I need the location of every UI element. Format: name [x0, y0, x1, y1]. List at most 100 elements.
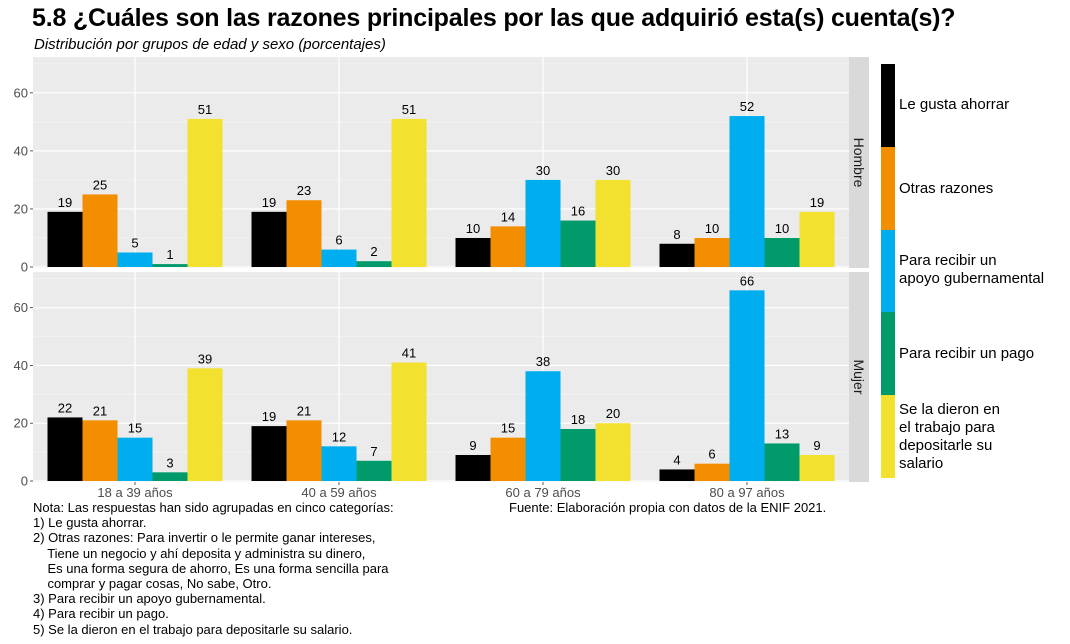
source-note: Fuente: Elaboración propia con datos de …	[509, 500, 826, 515]
data-label: 15	[501, 421, 515, 436]
legend-label: Para recibir unapoyo gubernamental	[899, 252, 1064, 288]
bar	[287, 200, 322, 267]
data-label: 52	[740, 99, 754, 114]
data-label: 18	[571, 412, 585, 427]
note-line: 2) Otras razones: Para invertir o le per…	[33, 530, 394, 545]
data-label: 10	[775, 221, 789, 236]
legend-label-line: apoyo gubernamental	[899, 270, 1064, 288]
panel-background	[33, 272, 849, 482]
data-label: 19	[262, 409, 276, 424]
bar	[695, 238, 730, 267]
bar	[765, 238, 800, 267]
data-label: 39	[198, 351, 212, 366]
bar	[596, 423, 631, 481]
data-label: 14	[501, 209, 515, 224]
x-tick-label: 18 a 39 años	[97, 485, 173, 500]
data-label: 12	[332, 429, 346, 444]
bar	[660, 469, 695, 481]
data-label: 15	[128, 421, 142, 436]
bar	[153, 472, 188, 481]
panel-background	[33, 57, 849, 268]
legend-label: Le gusta ahorrar	[899, 96, 1064, 114]
bar	[456, 455, 491, 481]
x-tick-label: 80 a 97 años	[709, 485, 785, 500]
data-label: 10	[705, 221, 719, 236]
legend-label: Se la dieron enel trabajo paradepositarl…	[899, 401, 1064, 473]
bar	[322, 250, 357, 267]
data-label: 7	[370, 444, 377, 459]
data-label: 51	[198, 102, 212, 117]
legend-label-line: el trabajo para	[899, 419, 1064, 437]
bar	[48, 417, 83, 481]
data-label: 10	[466, 221, 480, 236]
y-tick-label: 40	[14, 358, 28, 373]
bar	[392, 363, 427, 481]
legend-label-line: depositarle su	[899, 437, 1064, 455]
bar	[188, 368, 223, 481]
bar	[561, 221, 596, 267]
bar	[252, 212, 287, 267]
bar	[83, 420, 118, 481]
bar	[730, 290, 765, 481]
legend-label-line: Para recibir un	[899, 252, 1064, 270]
data-label: 66	[740, 273, 754, 288]
data-label: 16	[571, 204, 585, 219]
data-label: 30	[606, 163, 620, 178]
data-label: 2	[370, 244, 377, 259]
bar	[491, 226, 526, 267]
legend-swatch	[881, 64, 895, 147]
y-tick-label: 60	[14, 300, 28, 315]
bar	[357, 261, 392, 267]
note-line: 4) Para recibir un pago.	[33, 606, 394, 621]
data-label: 3	[166, 455, 173, 470]
data-label: 4	[673, 452, 680, 467]
bar	[252, 426, 287, 481]
data-label: 21	[93, 403, 107, 418]
legend-swatch	[881, 147, 895, 230]
bar	[491, 438, 526, 481]
data-label: 9	[813, 438, 820, 453]
legend-label: Otras razones	[899, 180, 1064, 198]
data-label: 41	[402, 346, 416, 361]
y-tick-label: 0	[21, 260, 28, 275]
bar	[118, 252, 153, 267]
data-label: 13	[775, 426, 789, 441]
legend-label-line: Otras razones	[899, 180, 1064, 198]
bar	[322, 446, 357, 481]
data-label: 9	[469, 438, 476, 453]
bar	[765, 443, 800, 481]
legend-swatch	[881, 230, 895, 312]
data-label: 20	[606, 406, 620, 421]
note-line: 5) Se la dieron en el trabajo para depos…	[33, 622, 394, 637]
bar	[456, 238, 491, 267]
data-label: 1	[166, 247, 173, 262]
data-label: 38	[536, 354, 550, 369]
bar	[526, 371, 561, 481]
y-tick-label: 40	[14, 143, 28, 158]
note-line: Es una forma segura de ahorro, Es una fo…	[33, 561, 394, 576]
bar	[800, 212, 835, 267]
legend-label-line: Para recibir un pago	[899, 345, 1064, 363]
data-label: 25	[93, 177, 107, 192]
y-tick-label: 60	[14, 85, 28, 100]
data-label: 6	[335, 233, 342, 248]
data-label: 21	[297, 403, 311, 418]
legend-swatch	[881, 395, 895, 478]
data-label: 23	[297, 183, 311, 198]
note: Nota: Las respuestas han sido agrupadas …	[33, 500, 394, 637]
bar	[660, 244, 695, 267]
bar	[48, 212, 83, 267]
legend-swatch	[881, 312, 895, 395]
bar	[561, 429, 596, 481]
facet-strip-label: Mujer	[851, 359, 867, 394]
legend-label-line: Le gusta ahorrar	[899, 96, 1064, 114]
data-label: 19	[810, 195, 824, 210]
x-tick-label: 40 a 59 años	[301, 485, 377, 500]
legend-label: Para recibir un pago	[899, 345, 1064, 363]
y-tick-label: 0	[21, 474, 28, 489]
facet-strip-label: Hombre	[851, 138, 867, 188]
bar	[392, 119, 427, 267]
bar	[596, 180, 631, 267]
bar	[526, 180, 561, 267]
data-label: 22	[58, 400, 72, 415]
